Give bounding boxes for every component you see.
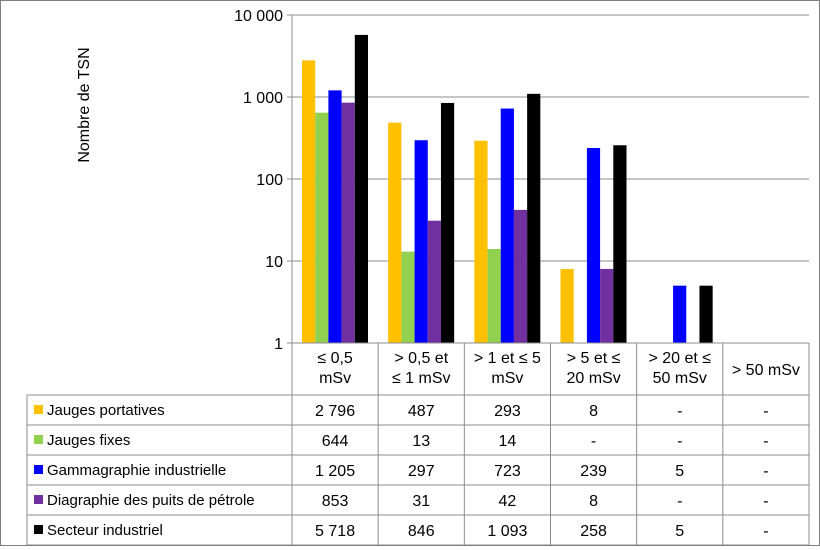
bar	[699, 285, 713, 343]
bar	[474, 140, 488, 343]
data-label: 293	[494, 403, 521, 420]
x-category-label: > 20 et ≤	[648, 350, 711, 367]
data-label: 5	[675, 523, 684, 540]
data-label: 239	[580, 463, 607, 480]
bar	[401, 251, 415, 343]
data-label: 5	[675, 463, 684, 480]
legend-swatch	[34, 435, 43, 444]
bar	[414, 140, 428, 343]
y-tick-label: 10	[265, 254, 283, 271]
data-label: 42	[499, 493, 517, 510]
y-axis-label: Nombre de TSN	[76, 47, 93, 162]
data-label: -	[763, 493, 768, 510]
y-axis: 1 10 100 1 000 10 000	[234, 8, 293, 353]
y-tick-label: 100	[256, 172, 283, 189]
series-name: Jauges portatives	[47, 402, 165, 419]
data-label: -	[763, 523, 768, 540]
bar	[427, 220, 441, 343]
bar	[613, 145, 627, 343]
bar	[527, 93, 541, 343]
bars-group	[302, 34, 713, 344]
data-label: 1 093	[487, 523, 527, 540]
x-category-label: mSv	[319, 370, 351, 387]
x-category-label: 20 mSv	[566, 370, 620, 387]
data-label: 8	[589, 493, 598, 510]
series-name: Diagraphie des puits de pétrole	[47, 492, 255, 509]
bar	[354, 34, 368, 344]
y-tick-label: 1	[274, 336, 283, 353]
bar	[673, 285, 687, 343]
data-label: 2 796	[315, 403, 355, 420]
data-label: 13	[412, 433, 430, 450]
data-label: 853	[322, 493, 349, 510]
series-name: Gammagraphie industrielle	[47, 462, 226, 479]
series-name: Secteur industriel	[47, 522, 163, 539]
bar	[560, 268, 574, 343]
x-category-label: 50 mSv	[653, 370, 707, 387]
bar	[328, 90, 342, 343]
legend-swatch	[34, 465, 43, 474]
bar	[388, 122, 402, 344]
legend-swatch	[34, 495, 43, 504]
data-label: 487	[408, 403, 435, 420]
data-label: -	[591, 433, 596, 450]
data-label: 297	[408, 463, 435, 480]
data-label: -	[677, 403, 682, 420]
y-tick-label: 10 000	[234, 8, 283, 25]
data-label: -	[763, 463, 768, 480]
x-category-label: mSv	[491, 370, 523, 387]
legend-swatch	[34, 405, 43, 414]
data-label: 644	[322, 433, 349, 450]
data-label: -	[763, 403, 768, 420]
x-category-label: ≤ 0,5	[317, 350, 353, 367]
data-label: -	[677, 493, 682, 510]
data-label: 5 718	[315, 523, 355, 540]
bar	[315, 112, 329, 343]
gridlines	[292, 14, 809, 344]
data-label: 258	[580, 523, 607, 540]
bar	[500, 108, 514, 343]
x-category-label: > 0,5 et	[394, 350, 448, 367]
data-label: -	[677, 433, 682, 450]
bar	[440, 102, 455, 343]
x-category-label: > 50 mSv	[732, 362, 800, 379]
bar	[341, 102, 355, 344]
legend-swatch	[34, 525, 43, 534]
bar	[600, 268, 614, 343]
data-label: 31	[412, 493, 430, 510]
x-category-label: > 1 et ≤ 5	[474, 350, 541, 367]
data-label: 8	[589, 403, 598, 420]
data-label: -	[763, 433, 768, 450]
series-name: Jauges fixes	[47, 432, 130, 449]
y-tick-label: 1 000	[243, 90, 283, 107]
data-label: 846	[408, 523, 435, 540]
data-label: 1 205	[315, 463, 355, 480]
x-category-label: ≤ 1 mSv	[392, 370, 451, 387]
data-table: ≤ 0,5 mSv > 0,5 et ≤ 1 mSv > 1 et ≤ 5 mSv > 5 …	[26, 342, 810, 546]
data-label: 14	[499, 433, 517, 450]
x-category-label: > 5 et ≤	[567, 350, 621, 367]
bar	[487, 249, 501, 343]
bar	[302, 60, 316, 344]
bar	[586, 147, 601, 343]
bar	[513, 209, 528, 343]
data-label: 723	[494, 463, 521, 480]
